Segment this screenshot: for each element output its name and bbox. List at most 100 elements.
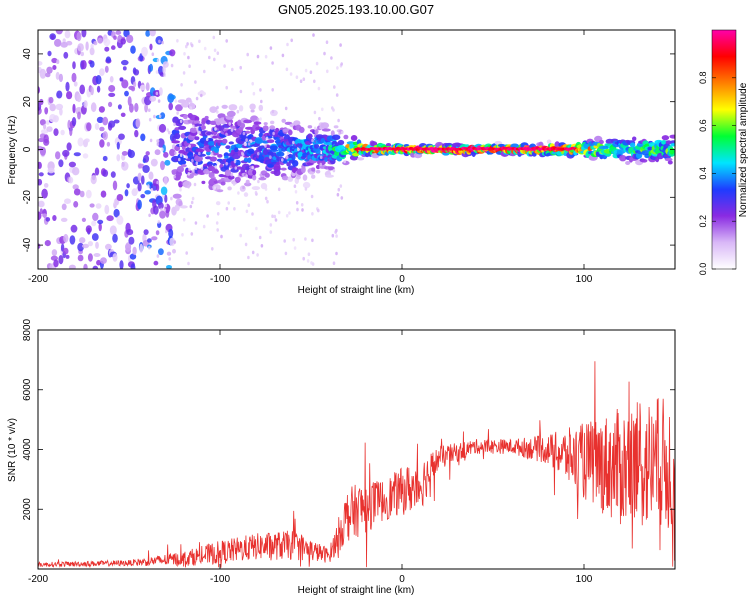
heatmap-cell [331,233,335,238]
heatmap-cell [244,142,247,147]
heatmap-cell [81,30,87,38]
heatmap-cell [270,120,275,125]
heatmap-cell [340,196,344,200]
heatmap-cell [214,165,217,169]
heatmap-cell [85,41,89,51]
heatmap-cell [54,38,62,47]
heatmap-cell [286,162,291,167]
heatmap-cell [343,134,349,140]
heatmap-cell [215,221,219,225]
heatmap-cell [669,134,675,139]
heatmap-cell [143,229,149,236]
heatmap-cell [102,131,108,141]
heatmap-cell [160,186,168,196]
heatmap-cell [65,81,70,92]
colorbar-gradient [711,29,737,270]
heatmap-cell [86,122,92,132]
heatmap-cell [249,103,256,110]
heatmap-cell [273,169,281,176]
heatmap-cell [214,127,217,131]
heatmap-cell [251,81,254,86]
heatmap-cell [332,261,336,265]
heatmap-cell [234,159,241,166]
heatmap-cell [121,154,126,161]
heatmap-cell [52,215,57,221]
heatmap-cell [185,155,188,160]
heatmap-cell [81,217,86,222]
heatmap-cell [179,143,182,147]
heatmap-cell [158,248,164,256]
heatmap-cell [109,76,114,83]
heatmap-cell [188,167,191,172]
heatmap-cell [286,42,289,47]
spectrogram-y-tick-label: -20 [22,190,33,205]
heatmap-cell [43,134,49,144]
heatmap-cell [251,165,254,170]
heatmap-cell [335,251,338,256]
spectrogram-x-tick-label: -200 [28,274,48,285]
heatmap-cell [173,174,176,179]
heatmap-cell [357,157,365,161]
heatmap-cell [293,246,297,250]
heatmap-cell [188,64,191,68]
heatmap-cell [139,84,146,91]
heatmap-cell [189,204,193,209]
heatmap-cell [105,243,112,250]
heatmap-cell [298,126,305,133]
spectrogram-y-tick-label: 20 [22,96,33,108]
spectrogram-x-tick-label: 100 [576,274,593,285]
heatmap-cell [257,179,260,184]
heatmap-cell [625,161,631,165]
heatmap-cell [169,237,176,247]
heatmap-cell [179,153,183,157]
heatmap-cell [144,190,151,195]
spectrogram-x-tick-label: -100 [210,274,230,285]
heatmap-cell [292,237,295,242]
heatmap-cell [175,104,183,112]
heatmap-cell [301,208,304,212]
heatmap-cell [100,190,107,198]
heatmap-cell [180,164,187,168]
heatmap-cell [112,253,118,262]
heatmap-cell [73,81,78,87]
heatmap-cell [216,189,224,193]
heatmap-cell [53,115,59,123]
heatmap-cell [92,265,99,269]
spectrogram-x-label: Height of straight line (km) [298,285,415,296]
heatmap-cell [194,136,200,141]
heatmap-cell [147,184,150,188]
heatmap-cell [183,52,186,56]
heatmap-cell [193,182,197,187]
heatmap-cell [269,145,278,151]
heatmap-cell [66,142,72,151]
heatmap-cell [102,116,109,126]
heatmap-cell [72,167,80,176]
heatmap-cell [239,233,242,238]
heatmap-cell [190,232,194,236]
heatmap-cell [204,115,209,120]
heatmap-cell [155,91,159,96]
heatmap-cell [156,142,160,146]
heatmap-cell [38,178,43,186]
heatmap-cell [315,61,319,66]
colorbar-tick-label: 0.2 [698,215,708,228]
heatmap-cell [282,160,288,164]
heatmap-cell [178,200,183,207]
heatmap-cell [165,229,168,234]
heatmap-cell [174,151,177,155]
heatmap-cell [96,259,102,266]
heatmap-cell [52,65,57,70]
heatmap-cell [209,156,217,162]
heatmap-cell [195,96,199,101]
heatmap-cell [98,106,105,113]
heatmap-cell [300,203,304,207]
heatmap-cell [295,75,299,79]
heatmap-cell [247,157,252,163]
heatmap-cell [195,161,199,166]
heatmap-cell [288,211,291,215]
heatmap-cell [53,259,59,268]
heatmap-cell [271,214,274,218]
heatmap-cell [129,103,134,113]
heatmap-cell [313,110,317,115]
